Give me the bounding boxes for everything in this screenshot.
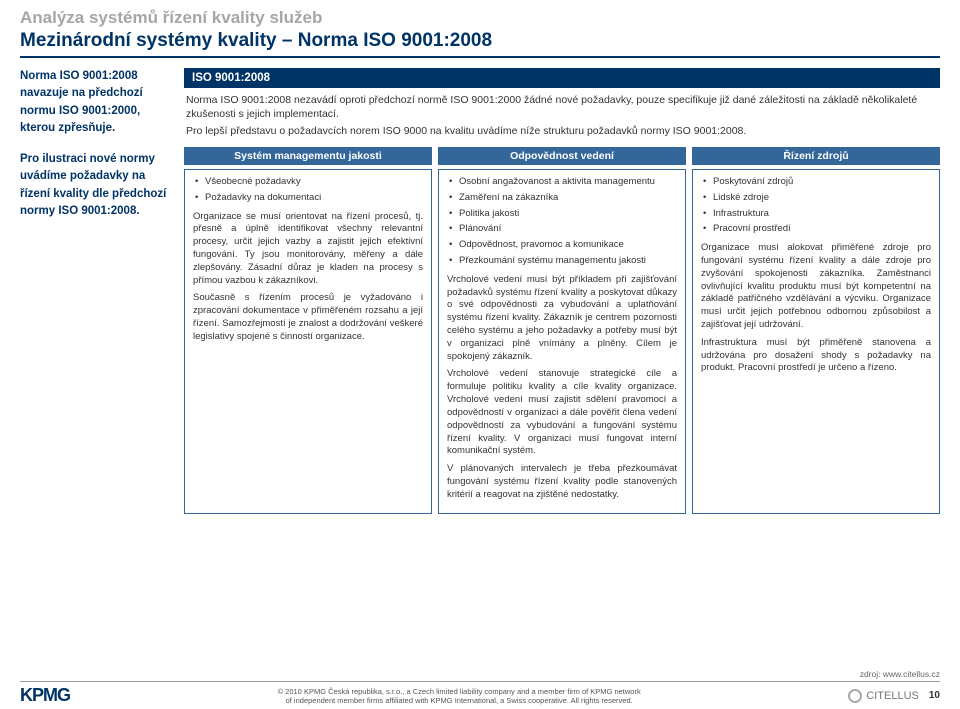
col2-p1: Vrcholové vedení musí být příkladem při … bbox=[447, 274, 677, 364]
col-header-2: Odpovědnost vedení bbox=[438, 147, 686, 165]
col3-p2: Infrastruktura musí být přiměřeně stanov… bbox=[701, 337, 931, 375]
col-header-3: Řízení zdrojů bbox=[692, 147, 940, 165]
kpmg-logo: KPMG bbox=[20, 685, 70, 706]
box-header: ISO 9001:2008 bbox=[184, 68, 940, 88]
col1-p2: Současně s řízením procesů je vyžadováno… bbox=[193, 292, 423, 343]
column-1: Všeobecné požadavky Požadavky na dokument… bbox=[184, 169, 432, 514]
intro-p1: Norma ISO 9001:2008 nezavádí oproti před… bbox=[186, 94, 938, 121]
citellus-text: CITELLUS bbox=[866, 690, 919, 702]
intro-text: Norma ISO 9001:2008 nezavádí oproti před… bbox=[184, 88, 940, 147]
list-item: Zaměření na zákazníka bbox=[447, 192, 677, 205]
content: ISO 9001:2008 Norma ISO 9001:2008 nezavá… bbox=[184, 68, 940, 514]
list-item: Všeobecné požadavky bbox=[193, 176, 423, 189]
col2-p2: Vrcholové vedení stanovuje strategické c… bbox=[447, 368, 677, 458]
col-header-1: Systém managementu jakosti bbox=[184, 147, 432, 165]
page-title: Analýza systémů řízení kvality služeb bbox=[0, 0, 960, 30]
list-item: Plánování bbox=[447, 223, 677, 236]
columns-header-row: Systém managementu jakosti Odpovědnost v… bbox=[184, 147, 940, 165]
col2-bullets: Osobní angažovanost a aktivita managemen… bbox=[447, 176, 677, 268]
list-item: Přezkoumání systému managementu jakosti bbox=[447, 255, 677, 268]
column-2: Osobní angažovanost a aktivita managemen… bbox=[438, 169, 686, 514]
copyright: © 2010 KPMG Česká republika, s.r.o., a C… bbox=[70, 687, 848, 705]
list-item: Politika jakosti bbox=[447, 208, 677, 221]
page-subtitle: Mezinárodní systémy kvality – Norma ISO … bbox=[0, 30, 960, 56]
list-item: Odpovědnost, pravomoc a komunikace bbox=[447, 239, 677, 252]
footer: zdroj: www.citellus.cz KPMG © 2010 KPMG … bbox=[0, 669, 960, 709]
citellus-logo: CITELLUS bbox=[848, 689, 919, 703]
list-item: Osobní angažovanost a aktivita managemen… bbox=[447, 176, 677, 189]
list-item: Poskytování zdrojů bbox=[701, 176, 931, 189]
divider bbox=[20, 56, 940, 58]
copyright-l1: © 2010 KPMG Česká republika, s.r.o., a C… bbox=[70, 687, 848, 696]
intro-p2: Pro lepší představu o požadavcích norem … bbox=[186, 125, 938, 139]
copyright-l2: of independent member firms affiliated w… bbox=[70, 696, 848, 705]
col3-p1: Organizace musí alokovat přiměřené zdroj… bbox=[701, 242, 931, 332]
columns-row: Všeobecné požadavky Požadavky na dokument… bbox=[184, 169, 940, 514]
page-number: 10 bbox=[929, 690, 940, 701]
sidebar-note-1: Norma ISO 9001:2008 navazuje na předchoz… bbox=[20, 68, 170, 137]
list-item: Lidské zdroje bbox=[701, 192, 931, 205]
list-item: Pracovní prostředí bbox=[701, 223, 931, 236]
column-3: Poskytování zdrojů Lidské zdroje Infrastru… bbox=[692, 169, 940, 514]
sidebar-note-2: Pro ilustraci nové normy uvádíme požadav… bbox=[20, 151, 170, 220]
col1-bullets: Všeobecné požadavky Požadavky na dokument… bbox=[193, 176, 423, 205]
sidebar: Norma ISO 9001:2008 navazuje na předchoz… bbox=[20, 68, 170, 514]
citellus-icon bbox=[848, 689, 862, 703]
list-item: Infrastruktura bbox=[701, 208, 931, 221]
col3-bullets: Poskytování zdrojů Lidské zdroje Infrastru… bbox=[701, 176, 931, 236]
col2-p3: V plánovaných intervalech je třeba přezk… bbox=[447, 463, 677, 501]
source-text: zdroj: www.citellus.cz bbox=[20, 669, 940, 679]
col1-p1: Organizace se musí orientovat na řízení … bbox=[193, 211, 423, 288]
list-item: Požadavky na dokumentaci bbox=[193, 192, 423, 205]
